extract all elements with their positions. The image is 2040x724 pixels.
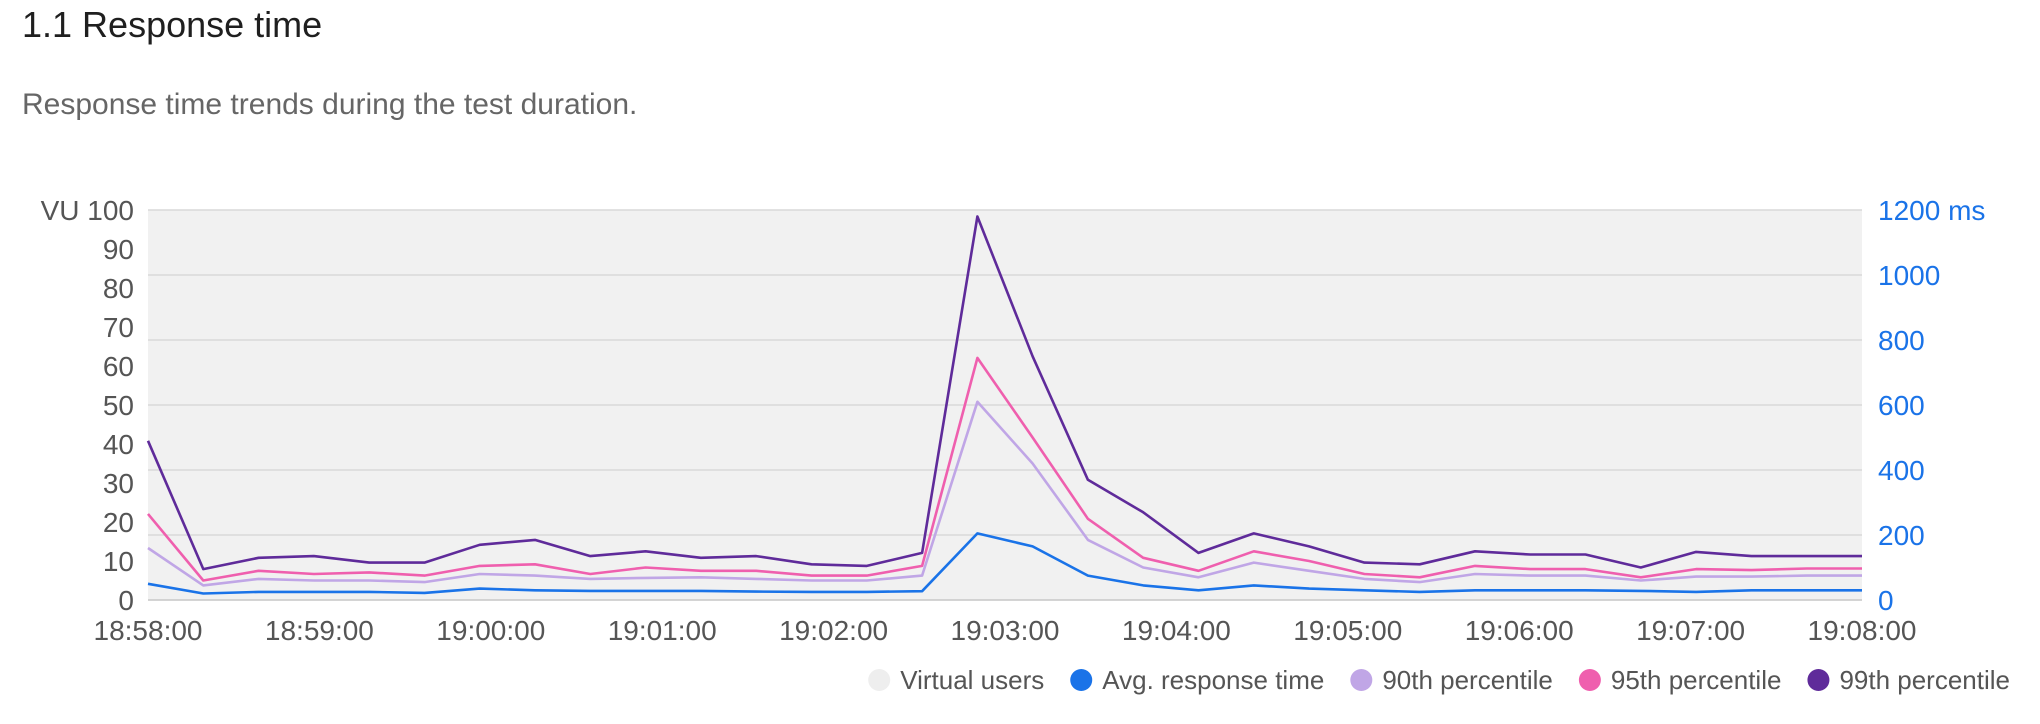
y-right-tick-label: 800 — [1878, 325, 1925, 356]
y-left-tick-label: VU 100 — [41, 195, 134, 226]
x-tick-label: 19:06:00 — [1465, 615, 1574, 646]
x-tick-label: 19:02:00 — [779, 615, 888, 646]
x-tick-label: 19:01:00 — [608, 615, 717, 646]
legend-label-avg-response-time: Avg. response time — [1102, 665, 1324, 695]
series-line-avg-response-time — [147, 532, 1862, 595]
legend-marker-virtual-users — [868, 669, 891, 691]
y-left-tick-label: 90 — [103, 234, 134, 265]
section-description: Response time trends during the test dur… — [22, 88, 638, 121]
legend-label-99th-percentile: 99th percentile — [1839, 665, 2010, 695]
y-left-tick-label: 30 — [103, 468, 134, 499]
y-left-tick-label: 0 — [118, 585, 134, 616]
y-right-tick-label: 600 — [1878, 390, 1925, 421]
x-tick-label: 18:59:00 — [265, 615, 374, 646]
x-tick-label: 19:05:00 — [1293, 615, 1402, 646]
legend-label-virtual-users: Virtual users — [900, 665, 1044, 695]
legend-marker-90th-percentile — [1350, 669, 1373, 691]
legend-marker-99th-percentile — [1807, 669, 1830, 691]
legend-marker-95th-percentile — [1578, 669, 1601, 691]
y-right-tick-label: 200 — [1878, 520, 1925, 551]
y-left-tick-label: 80 — [103, 273, 134, 304]
x-tick-label: 19:03:00 — [951, 615, 1060, 646]
section-title: 1.1 Response time — [22, 4, 323, 45]
y-right-tick-label: 400 — [1878, 455, 1925, 486]
y-right-tick-label: 1200 ms — [1878, 195, 1985, 226]
y-left-tick-label: 40 — [103, 429, 134, 460]
y-left-tick-label: 20 — [103, 507, 134, 538]
response-time-chart: 0 10 20 30 40 50 60 70 80 90 VU 100 0 200 400 600 800 1… — [41, 195, 2010, 695]
series-line-99th-percentile — [146, 215, 1862, 571]
x-tick-label: 19:08:00 — [1808, 615, 1917, 646]
y-right-tick-label: 0 — [1878, 585, 1894, 616]
x-tick-label: 19:00:00 — [436, 615, 545, 646]
legend-label-90th-percentile: 90th percentile — [1382, 665, 1553, 695]
y-left-tick-label: 60 — [103, 351, 134, 382]
legend-label-95th-percentile: 95th percentile — [1611, 665, 1782, 695]
y-left-tick-label: 10 — [103, 546, 134, 577]
series-line-95th-percentile — [146, 356, 1862, 582]
legend-marker-avg-response-time — [1070, 669, 1093, 691]
series-line-90th-percentile — [147, 400, 1862, 587]
y-left-tick-label: 70 — [103, 312, 134, 343]
x-tick-label: 18:58:00 — [94, 615, 203, 646]
x-tick-label: 19:07:00 — [1636, 615, 1745, 646]
x-tick-label: 19:04:00 — [1122, 615, 1231, 646]
y-left-tick-label: 50 — [103, 390, 134, 421]
y-right-tick-label: 1000 — [1878, 260, 1940, 291]
